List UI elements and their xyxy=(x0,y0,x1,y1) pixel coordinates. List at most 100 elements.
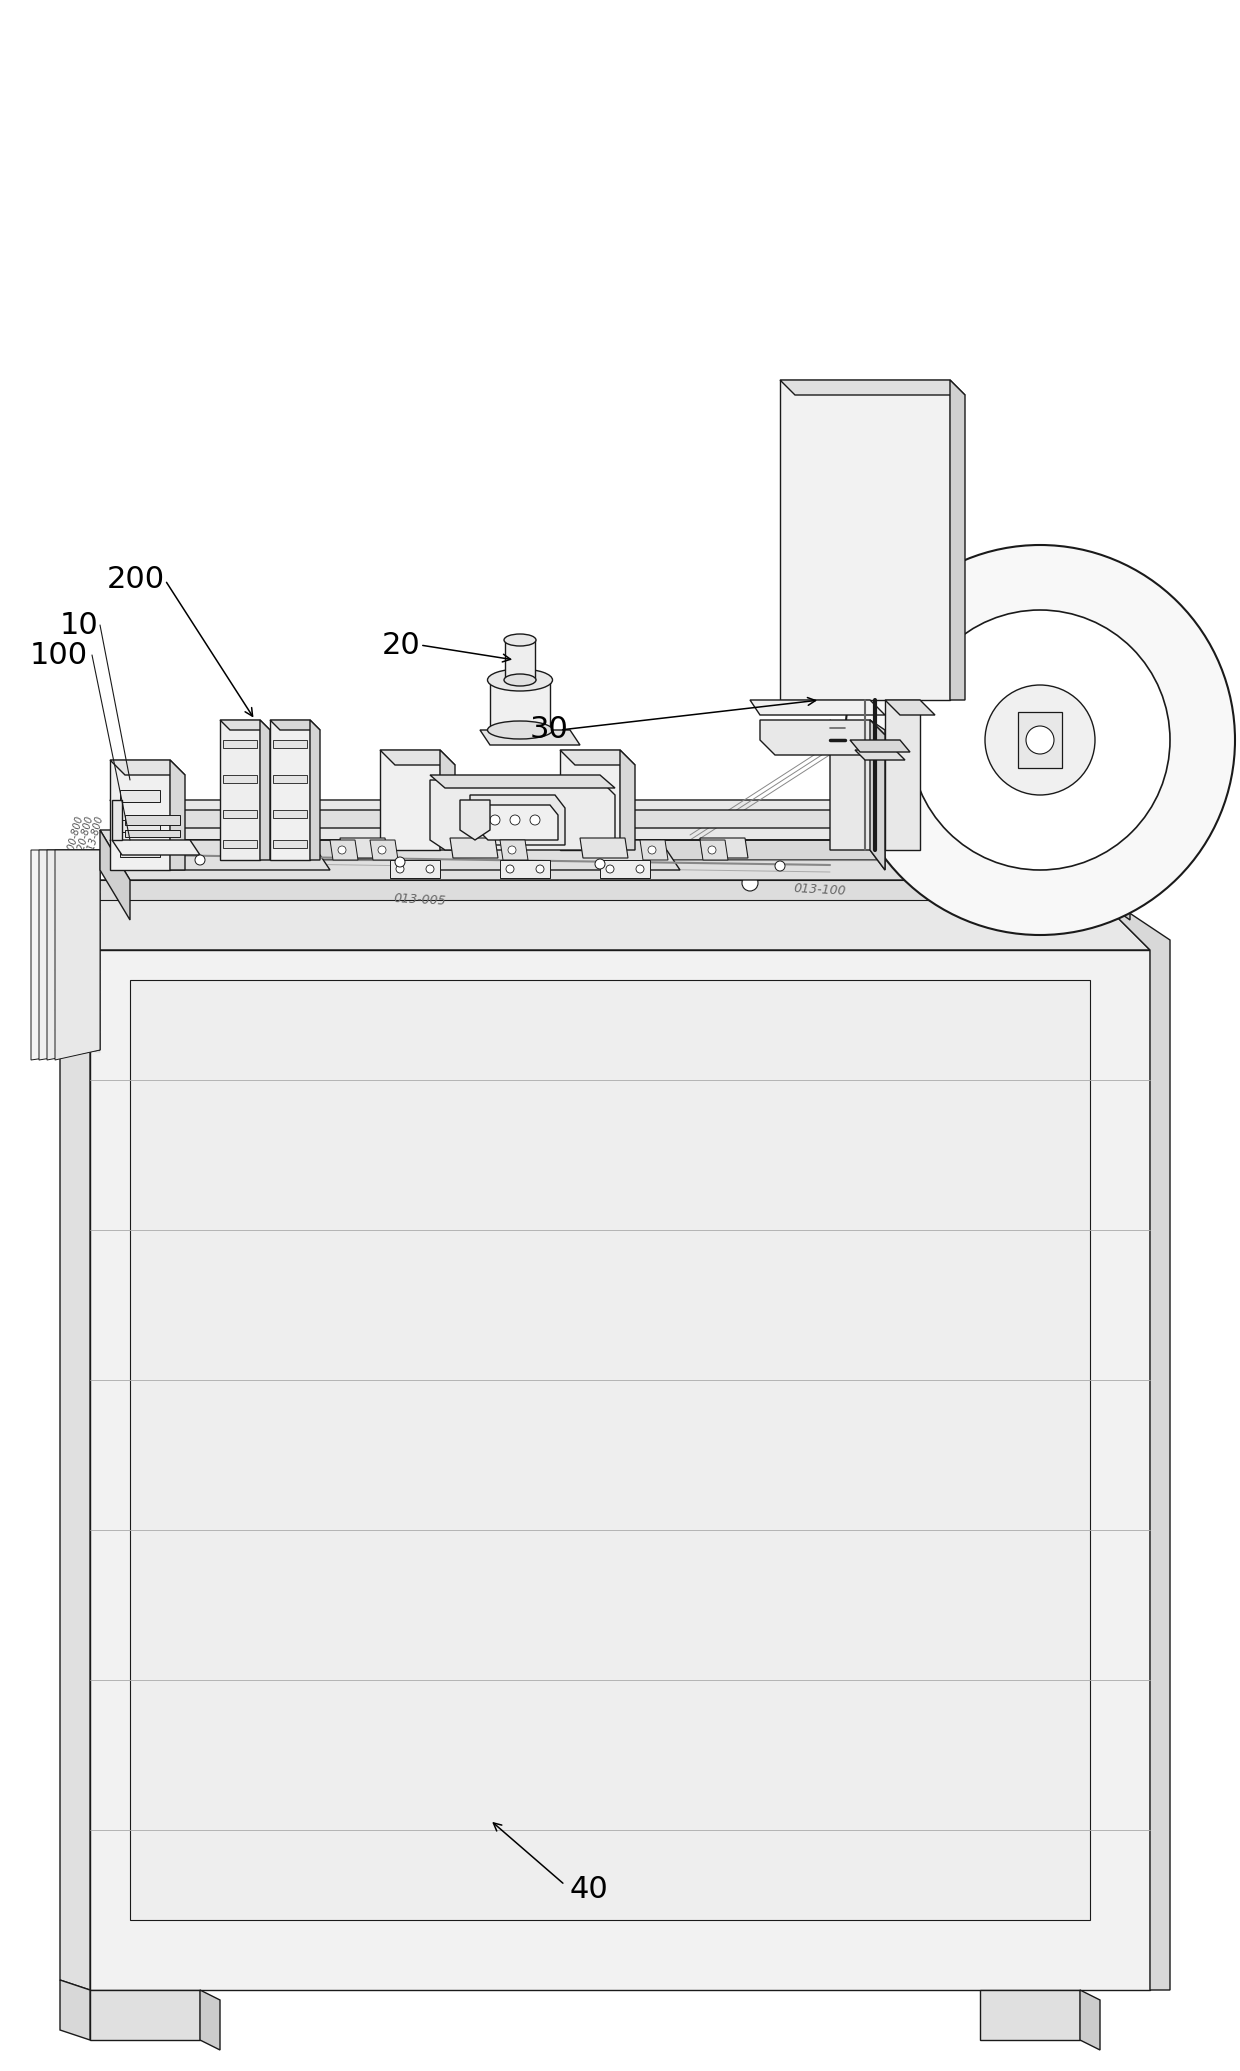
Circle shape xyxy=(510,816,520,824)
Polygon shape xyxy=(849,739,910,752)
Polygon shape xyxy=(490,679,551,729)
Polygon shape xyxy=(60,1980,91,2040)
Text: 013-013: 013-013 xyxy=(277,866,324,876)
Polygon shape xyxy=(38,849,100,1060)
Polygon shape xyxy=(200,1990,219,2050)
Text: 100-800: 100-800 xyxy=(64,814,86,857)
Polygon shape xyxy=(1080,1990,1100,2050)
Bar xyxy=(1018,712,1061,768)
Bar xyxy=(125,830,180,837)
Circle shape xyxy=(595,859,605,870)
Text: 30: 30 xyxy=(529,714,569,743)
Polygon shape xyxy=(780,379,950,700)
Polygon shape xyxy=(310,721,320,859)
Polygon shape xyxy=(100,830,1130,880)
Polygon shape xyxy=(430,775,615,787)
Text: 013-005: 013-005 xyxy=(393,893,446,907)
Polygon shape xyxy=(980,1990,1080,2040)
Circle shape xyxy=(775,862,785,872)
Polygon shape xyxy=(885,700,920,849)
Polygon shape xyxy=(379,841,680,870)
Bar xyxy=(223,739,257,748)
Text: 020-800: 020-800 xyxy=(74,814,95,857)
Bar xyxy=(273,810,308,818)
Polygon shape xyxy=(750,700,885,714)
Bar xyxy=(125,816,180,824)
Circle shape xyxy=(536,866,544,874)
Circle shape xyxy=(985,686,1095,795)
Circle shape xyxy=(195,855,205,866)
Polygon shape xyxy=(701,839,748,857)
Polygon shape xyxy=(470,795,565,845)
Polygon shape xyxy=(55,849,100,1060)
Polygon shape xyxy=(370,841,398,859)
Circle shape xyxy=(844,545,1235,934)
Circle shape xyxy=(649,845,656,853)
Text: 40: 40 xyxy=(570,1876,609,1905)
Polygon shape xyxy=(120,841,999,859)
Text: 200: 200 xyxy=(107,565,165,594)
Bar xyxy=(273,739,308,748)
Ellipse shape xyxy=(487,669,553,692)
Polygon shape xyxy=(60,880,91,1990)
Circle shape xyxy=(508,845,516,853)
Polygon shape xyxy=(219,721,260,859)
Polygon shape xyxy=(270,721,320,729)
Circle shape xyxy=(529,816,539,824)
Polygon shape xyxy=(60,880,1149,951)
Polygon shape xyxy=(560,750,620,849)
Text: 10: 10 xyxy=(60,611,98,640)
Circle shape xyxy=(910,611,1171,870)
Bar xyxy=(600,859,650,878)
Bar xyxy=(391,859,440,878)
Polygon shape xyxy=(760,721,885,756)
Polygon shape xyxy=(330,841,358,859)
Polygon shape xyxy=(112,799,122,841)
Ellipse shape xyxy=(503,634,536,646)
Bar xyxy=(130,980,1090,1920)
Polygon shape xyxy=(47,849,100,1060)
Circle shape xyxy=(490,816,500,824)
Polygon shape xyxy=(110,760,170,870)
Circle shape xyxy=(606,866,614,874)
Circle shape xyxy=(742,876,758,891)
Polygon shape xyxy=(640,841,668,859)
Polygon shape xyxy=(100,830,130,920)
Bar xyxy=(500,859,551,878)
Circle shape xyxy=(506,866,515,874)
Polygon shape xyxy=(430,781,615,849)
Polygon shape xyxy=(950,379,965,700)
Polygon shape xyxy=(505,640,534,679)
Polygon shape xyxy=(110,841,330,870)
Polygon shape xyxy=(260,721,270,859)
Polygon shape xyxy=(112,841,200,855)
Circle shape xyxy=(396,857,405,868)
Polygon shape xyxy=(885,700,935,714)
Bar xyxy=(223,775,257,783)
Bar xyxy=(120,820,160,833)
Polygon shape xyxy=(620,750,635,849)
Polygon shape xyxy=(379,750,455,764)
Polygon shape xyxy=(870,721,885,756)
Polygon shape xyxy=(120,810,999,828)
Bar xyxy=(120,789,160,801)
Polygon shape xyxy=(450,839,498,857)
Circle shape xyxy=(1025,727,1054,754)
Ellipse shape xyxy=(487,721,553,739)
Polygon shape xyxy=(580,839,627,857)
Polygon shape xyxy=(856,750,905,760)
Polygon shape xyxy=(31,849,100,1060)
Bar xyxy=(223,810,257,818)
Polygon shape xyxy=(440,750,455,849)
Circle shape xyxy=(378,845,386,853)
Polygon shape xyxy=(460,799,490,841)
Bar xyxy=(120,845,160,857)
Bar xyxy=(273,775,308,783)
Polygon shape xyxy=(500,841,528,859)
Polygon shape xyxy=(379,750,440,849)
Text: 20: 20 xyxy=(381,630,420,659)
Circle shape xyxy=(339,845,346,853)
Polygon shape xyxy=(91,880,1149,901)
Text: 013-800: 013-800 xyxy=(84,814,105,857)
Text: 100: 100 xyxy=(30,640,88,669)
